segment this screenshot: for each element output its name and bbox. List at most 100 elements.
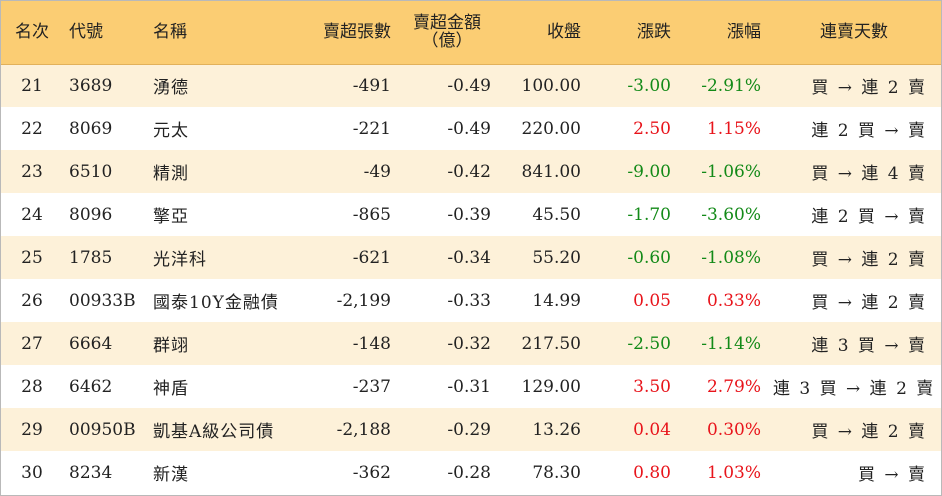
net-shares-cell: -49 — [363, 161, 391, 182]
change-cell: 0.05 — [633, 290, 671, 311]
change-cell: -3.00 — [627, 75, 671, 96]
header-change: 漲跌 — [587, 1, 677, 65]
header-net-shares: 賣超張數 — [297, 1, 397, 65]
streak-cell: 買 → 連 2 賣 — [811, 293, 927, 313]
streak-cell: 買 → 連 2 賣 — [811, 78, 927, 99]
header-close: 收盤 — [497, 1, 587, 65]
name-cell: 精測 — [153, 164, 189, 184]
rank-cell: 21 — [21, 75, 43, 96]
change-pct-cell: 1.15% — [706, 118, 761, 139]
rank-cell: 29 — [21, 419, 43, 440]
change-pct-cell: 1.03% — [706, 462, 761, 483]
rank-cell: 30 — [21, 462, 43, 483]
streak-cell: 買 → 連 2 賣 — [811, 422, 927, 442]
close-cell: 14.99 — [532, 290, 581, 311]
table-row: 30 8234 新漢 -362 -0.28 78.30 0.80 1.03% 買 → 賣 — [1, 451, 941, 494]
name-cell: 擎亞 — [153, 207, 189, 227]
code-cell: 8069 — [69, 118, 113, 139]
net-shares-cell: -621 — [352, 247, 391, 268]
net-shares-cell: -148 — [352, 333, 391, 354]
net-shares-cell: -2,199 — [336, 290, 391, 311]
rank-cell: 24 — [21, 204, 43, 225]
net-amount-cell: -0.31 — [447, 376, 491, 397]
change-cell: 0.04 — [633, 419, 671, 440]
code-cell: 8096 — [69, 204, 113, 225]
table-row: 29 00950B 凱基A級公司債 -2,188 -0.29 13.26 0.04 0.30%… — [1, 408, 941, 451]
streak-cell: 買 → 連 2 賣 — [811, 250, 927, 270]
header-name: 名稱 — [147, 1, 297, 65]
net-shares-cell: -491 — [352, 75, 391, 96]
close-cell: 129.00 — [521, 376, 581, 397]
table-row: 23 6510 精測 -49 -0.42 841.00 -9.00 -1.06% 買 → 連 4… — [1, 150, 941, 193]
net-amount-cell: -0.39 — [447, 204, 491, 225]
change-cell: 3.50 — [633, 376, 671, 397]
table-row: 21 3689 湧德 -491 -0.49 100.00 -3.00 -2.91% 買 → 連 … — [1, 64, 941, 107]
name-cell: 凱基A級公司債 — [153, 422, 275, 442]
header-code: 代號 — [63, 1, 147, 65]
table-body: 21 3689 湧德 -491 -0.49 100.00 -3.00 -2.91% 買 → 連 … — [1, 64, 941, 494]
net-shares-cell: -2,188 — [336, 419, 391, 440]
table-row: 27 6664 群翊 -148 -0.32 217.50 -2.50 -1.14% 連 3 買 … — [1, 322, 941, 365]
close-cell: 78.30 — [532, 462, 581, 483]
rank-cell: 22 — [21, 118, 43, 139]
table-row: 22 8069 元太 -221 -0.49 220.00 2.50 1.15% 連 2 買 → … — [1, 107, 941, 150]
streak-cell: 連 2 買 → 賣 — [811, 207, 927, 227]
header-row: 名次 代號 名稱 賣超張數 賣超金額 （億） 收盤 漲跌 漲幅 連賣天數 — [1, 1, 941, 65]
rank-cell: 27 — [21, 333, 43, 354]
change-pct-cell: -2.91% — [701, 75, 761, 96]
net-amount-cell: -0.49 — [447, 118, 491, 139]
streak-cell: 買 → 賣 — [857, 465, 927, 485]
close-cell: 55.20 — [532, 247, 581, 268]
rank-cell: 26 — [21, 290, 43, 311]
code-cell: 8234 — [69, 462, 113, 483]
code-cell: 00933B — [69, 290, 136, 311]
net-amount-cell: -0.28 — [447, 462, 491, 483]
code-cell: 6510 — [69, 161, 113, 182]
change-pct-cell: 0.30% — [706, 419, 761, 440]
close-cell: 100.00 — [521, 75, 581, 96]
table-row: 25 1785 光洋科 -621 -0.34 55.20 -0.60 -1.08% 買 → 連 … — [1, 236, 941, 279]
header-rank: 名次 — [1, 1, 63, 65]
header-streak: 連賣天數 — [767, 1, 941, 65]
streak-cell: 買 → 連 4 賣 — [811, 164, 927, 184]
code-cell: 6664 — [69, 333, 113, 354]
net-amount-cell: -0.49 — [447, 75, 491, 96]
streak-cell: 連 2 買 → 賣 — [811, 121, 927, 141]
change-pct-cell: -1.14% — [701, 333, 761, 354]
name-cell: 群翊 — [153, 336, 189, 356]
net-shares-cell: -221 — [352, 118, 391, 139]
change-pct-cell: -1.06% — [701, 161, 761, 182]
change-pct-cell: -3.60% — [701, 204, 761, 225]
net-shares-cell: -362 — [352, 462, 391, 483]
header-change-pct: 漲幅 — [677, 1, 767, 65]
name-cell: 湧德 — [153, 78, 189, 99]
net-amount-cell: -0.42 — [447, 161, 491, 182]
change-pct-cell: -1.08% — [701, 247, 761, 268]
net-amount-cell: -0.33 — [447, 290, 491, 311]
name-cell: 元太 — [153, 121, 189, 141]
change-cell: 2.50 — [633, 118, 671, 139]
change-cell: -0.60 — [627, 247, 671, 268]
code-cell: 00950B — [69, 419, 136, 440]
name-cell: 光洋科 — [153, 250, 207, 270]
close-cell: 220.00 — [521, 118, 581, 139]
change-cell: -9.00 — [627, 161, 671, 182]
header-net-amount-unit: （億） — [421, 31, 473, 52]
change-pct-cell: 0.33% — [706, 290, 761, 311]
streak-cell: 連 3 買 → 賣 — [811, 336, 927, 356]
net-amount-cell: -0.32 — [447, 333, 491, 354]
net-shares-cell: -865 — [352, 204, 391, 225]
streak-cell: 連 3 買 → 連 2 賣 — [773, 379, 936, 399]
rank-cell: 23 — [21, 161, 43, 182]
net-amount-cell: -0.29 — [447, 419, 491, 440]
table-row: 26 00933B 國泰10Y金融債 -2,199 -0.33 14.99 0.05 0.33… — [1, 279, 941, 322]
table-header: 名次 代號 名稱 賣超張數 賣超金額 （億） 收盤 漲跌 漲幅 連賣天數 — [1, 1, 941, 65]
header-net-amount-label: 賣超金額 — [413, 13, 481, 34]
change-cell: 0.80 — [633, 462, 671, 483]
table-row: 24 8096 擎亞 -865 -0.39 45.50 -1.70 -3.60% 連 2 買 →… — [1, 193, 941, 236]
close-cell: 217.50 — [521, 333, 581, 354]
net-shares-cell: -237 — [352, 376, 391, 397]
change-pct-cell: 2.79% — [706, 376, 761, 397]
